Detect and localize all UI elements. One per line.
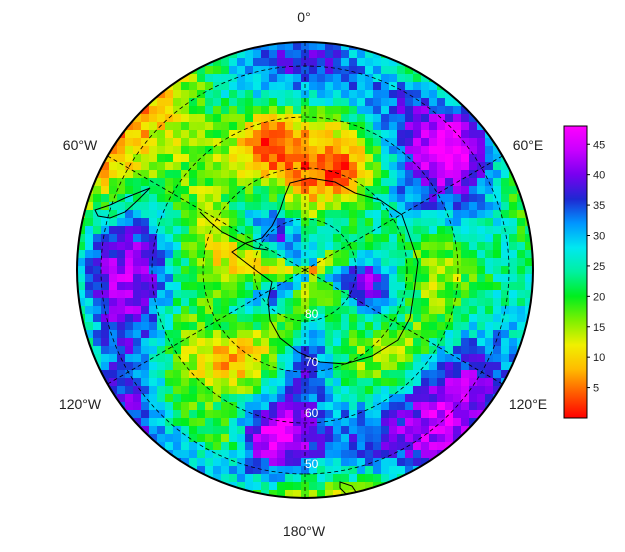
colorbar-ticks: 5 10 15 20 25 30 35 40 45: [587, 139, 605, 395]
colorbar-tick-label: 10: [593, 352, 605, 364]
colorbar-tick-label: 20: [593, 291, 605, 303]
colorbar-scale: [563, 125, 588, 419]
meridian-line: [107, 155, 306, 271]
graticule: [100, 42, 510, 498]
label-lon-0: 0°: [297, 9, 310, 25]
label-lat-60: 60: [305, 406, 319, 420]
label-lon-180w: 180°W: [283, 523, 326, 539]
map-frame: [76, 41, 534, 499]
antarctic-peninsula: [199, 211, 269, 251]
colorbar-tick-label: 30: [593, 231, 605, 243]
label-lat-70: 70: [305, 355, 319, 369]
label-lon-120e: 120°E: [509, 396, 547, 412]
meridian-line: [304, 155, 503, 271]
label-lon-120w: 120°W: [59, 396, 102, 412]
colorbar-tick-label: 45: [593, 139, 605, 151]
meridian-line: [304, 269, 503, 385]
colorbar-tick-label: 5: [593, 383, 599, 395]
label-lon-60w: 60°W: [63, 137, 98, 153]
meridian-line: [107, 269, 306, 385]
colorbar-tick-label: 35: [593, 200, 605, 212]
label-lat-80: 80: [305, 307, 319, 321]
label-lon-60e: 60°E: [513, 137, 544, 153]
south-america-tip: [94, 187, 151, 219]
label-lat-50: 50: [305, 457, 319, 471]
colorbar: 5 10 15 20 25 30 35 40 45: [563, 125, 605, 419]
colorbar-tick-label: 25: [593, 261, 605, 273]
colorbar-tick-label: 40: [593, 170, 605, 182]
latitude-circle: [151, 116, 459, 424]
colorbar-tick-label: 15: [593, 322, 605, 334]
